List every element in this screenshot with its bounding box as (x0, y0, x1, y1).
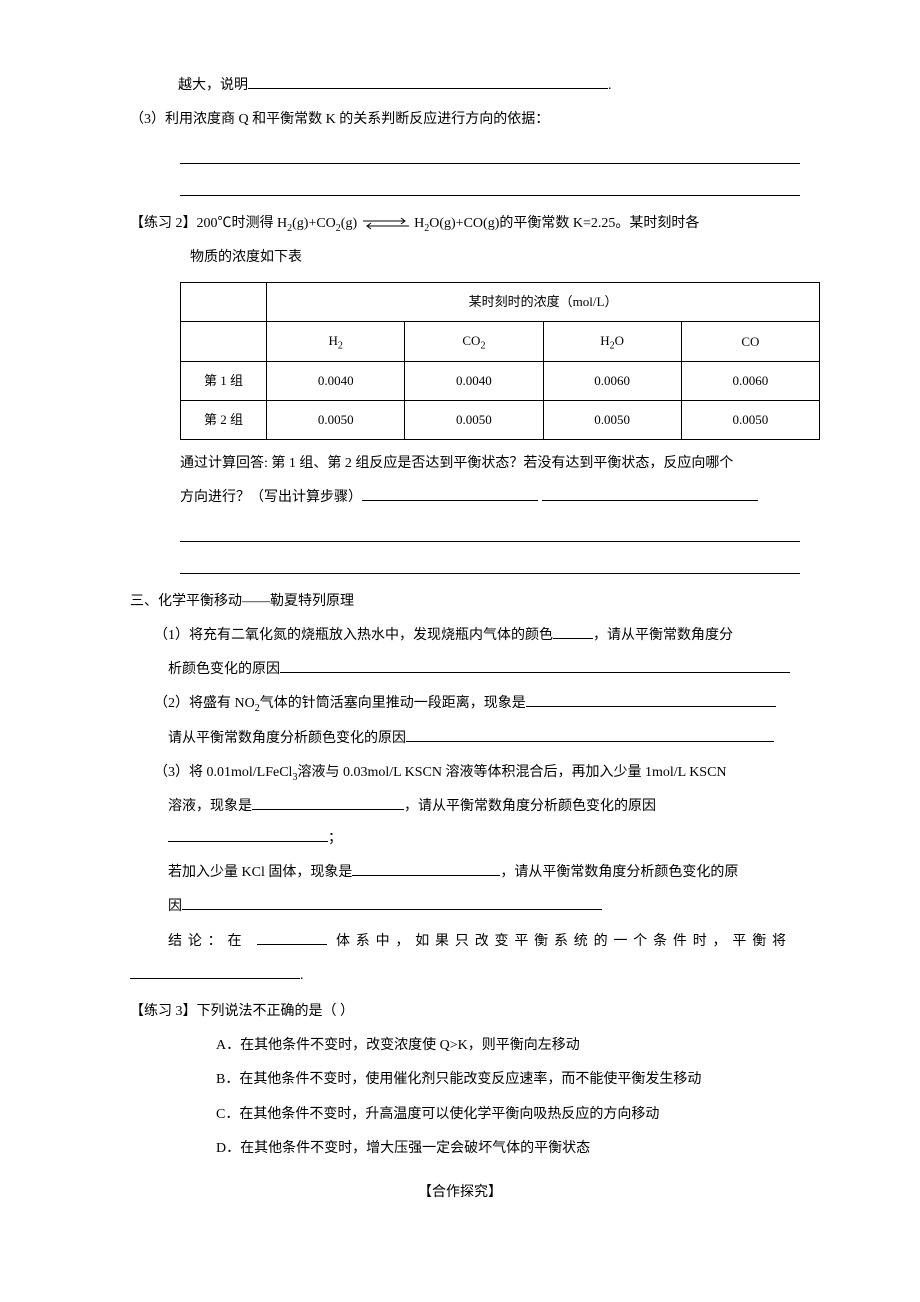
th-co2: CO2 (405, 321, 543, 362)
s3-q3-c: 溶液，现象是 (168, 799, 252, 814)
equilibrium-arrow-icon (361, 216, 411, 230)
cell: 第 2 组 (181, 401, 267, 440)
s3-concl-end: . (300, 968, 304, 983)
exercise-2-line2: 物质的浓度如下表 (130, 242, 790, 274)
s3-q3-line3: 若加入少量 KCl 固体，现象是 ，请从平衡常数角度分析颜色变化的原 (130, 857, 790, 889)
s3-q2-line1: （2）将盛有 NO2气体的针筒活塞向里推动一段距离，现象是 (130, 688, 790, 720)
blank-explanation[interactable] (248, 88, 608, 89)
s3-conclusion-line1: 结论：在 体系中，如果只改变平衡系统的一个条件时，平衡将 (130, 926, 790, 958)
blank-steps[interactable] (362, 500, 538, 501)
line-bigger-means: 越大，说明. (130, 70, 790, 102)
s3-q1-a: （1）将充有二氧化氮的烧瓶放入热水中，发现烧瓶内气体的颜色 (154, 628, 553, 643)
cell: 第 1 组 (181, 362, 267, 401)
text-bigger: 越大，说明 (178, 78, 248, 93)
th-blank (181, 282, 267, 321)
exercise-3-heading: 【练习 3】下列说法不正确的是（ ） (130, 996, 790, 1028)
ex3-option-a[interactable]: A．在其他条件不变时，改变浓度使 Q>K，则平衡向左移动 (130, 1030, 790, 1062)
s3-conclusion-line2: . (130, 960, 790, 992)
s3-q1-line2: 析颜色变化的原因 (130, 654, 790, 686)
ex3-option-d[interactable]: D．在其他条件不变时，增大压强一定会破坏气体的平衡状态 (130, 1133, 790, 1165)
s3-q3-a: （3）将 0.01mol/LFeCl (154, 765, 292, 780)
blank-phenom-2[interactable] (252, 809, 404, 810)
s3-concl-a: 结论：在 (168, 934, 247, 949)
s3-q3-line1: （3）将 0.01mol/LFeCl3溶液与 0.03mol/L KSCN 溶液… (130, 757, 790, 789)
s3-q3-d: ，请从平衡常数角度分析颜色变化的原因 (404, 799, 656, 814)
blank-reason-2[interactable] (406, 741, 774, 742)
exercise-2-line1: 【练习 2】200℃时测得 H2(g)+CO2(g) H2O(g)+CO(g)的… (130, 208, 790, 240)
blank-reason-3[interactable] (168, 841, 328, 842)
th-c0 (181, 321, 267, 362)
blank-color[interactable] (553, 638, 593, 639)
s3-q2-a: （2）将盛有 NO (154, 696, 255, 711)
cell: 0.0040 (267, 362, 405, 401)
cell: 0.0040 (405, 362, 543, 401)
footer-section: 【合作探究】 (130, 1177, 790, 1209)
s3-q3-line2: 溶液，现象是 ，请从平衡常数角度分析颜色变化的原因 ； (130, 791, 790, 855)
s3-q1-line1: （1）将充有二氧化氮的烧瓶放入热水中，发现烧瓶内气体的颜色 ，请从平衡常数角度分 (130, 620, 790, 652)
ex2-t4: H (411, 216, 425, 231)
cell: 0.0060 (681, 362, 819, 401)
ex2-t1: 200℃时测得 H (197, 216, 288, 231)
th-merged: 某时刻时的浓度（mol/L） (267, 282, 820, 321)
table-header-row-1: 某时刻时的浓度（mol/L） (181, 282, 820, 321)
ex2-label: 【练习 2】 (130, 216, 197, 231)
s3-q3-e: ； (328, 831, 342, 846)
s3-q3-g: ，请从平衡常数角度分析颜色变化的原 (500, 865, 738, 880)
ex2-t2: (g)+CO (292, 216, 336, 231)
blank-reason-4[interactable] (182, 909, 602, 910)
cell: 0.0050 (267, 401, 405, 440)
period: . (608, 78, 612, 93)
ex2-blank-1[interactable] (180, 523, 800, 543)
blank-system[interactable] (257, 944, 327, 945)
cell: 0.0050 (405, 401, 543, 440)
ex3-option-b[interactable]: B．在其他条件不变时，使用催化剂只能改变反应速率，而不能使平衡发生移动 (130, 1064, 790, 1096)
q3-blank-1[interactable] (180, 144, 800, 164)
table-row: 第 2 组 0.0050 0.0050 0.0050 0.0050 (181, 401, 820, 440)
ex2-after-2-text: 方向进行？（写出计算步骤） (180, 490, 362, 505)
cell: 0.0050 (543, 401, 681, 440)
s3-q3-b: 溶液与 0.03mol/L KSCN 溶液等体积混合后，再加入少量 1mol/L… (297, 765, 726, 780)
table-row: 第 1 组 0.0040 0.0040 0.0060 0.0060 (181, 362, 820, 401)
ex2-blank-2[interactable] (180, 554, 800, 574)
concentration-table: 某时刻时的浓度（mol/L） H2 CO2 H2O CO 第 1 组 0.004… (180, 282, 820, 440)
blank-will[interactable] (130, 978, 300, 979)
q3-heading: （3）利用浓度商 Q 和平衡常数 K 的关系判断反应进行方向的依据： (130, 104, 790, 136)
s3-q1-b: ，请从平衡常数角度分 (593, 628, 733, 643)
th-h2o: H2O (543, 321, 681, 362)
ex3-q: 下列说法不正确的是（ ） (197, 1004, 355, 1019)
s3-q2-line2: 请从平衡常数角度分析颜色变化的原因 (130, 723, 790, 755)
ex2-t3: (g) (341, 216, 361, 231)
cell: 0.0050 (681, 401, 819, 440)
s3-q2-b: 气体的针筒活塞向里推动一段距离，现象是 (260, 696, 526, 711)
s3-concl-b: 体系中，如果只改变平衡系统的一个条件时，平衡将 (336, 934, 790, 949)
blank-steps-2[interactable] (542, 500, 758, 501)
s3-q3-f: 若加入少量 KCl 固体，现象是 (168, 865, 352, 880)
s3-q2-c: 请从平衡常数角度分析颜色变化的原因 (168, 731, 406, 746)
blank-reason-1[interactable] (280, 672, 790, 673)
q3-blank-2[interactable] (180, 176, 800, 196)
table-header-row-2: H2 CO2 H2O CO (181, 321, 820, 362)
th-h2: H2 (267, 321, 405, 362)
s3-q3-h: 因 (168, 899, 182, 914)
ex2-t5: O(g)+CO(g)的平衡常数 K=2.25。某时刻时各 (429, 216, 699, 231)
section-3-heading: 三、化学平衡移动——勒夏特列原理 (130, 586, 790, 618)
s3-q3-line4: 因 (130, 891, 790, 923)
ex2-after-2: 方向进行？（写出计算步骤） (130, 482, 790, 514)
cell: 0.0060 (543, 362, 681, 401)
blank-phenom[interactable] (526, 706, 776, 707)
ex2-after-1: 通过计算回答: 第 1 组、第 2 组反应是否达到平衡状态？若没有达到平衡状态，… (130, 448, 790, 480)
th-co: CO (681, 321, 819, 362)
ex3-option-c[interactable]: C．在其他条件不变时，升高温度可以使化学平衡向吸热反应的方向移动 (130, 1099, 790, 1131)
s3-q1-c: 析颜色变化的原因 (168, 662, 280, 677)
blank-phenom-3[interactable] (352, 875, 500, 876)
ex3-label: 【练习 3】 (130, 1004, 197, 1019)
